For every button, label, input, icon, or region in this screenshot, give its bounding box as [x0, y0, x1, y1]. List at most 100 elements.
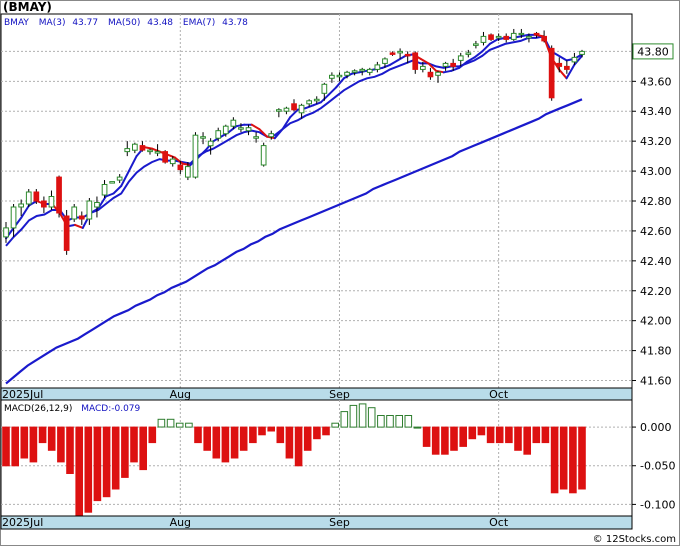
candle — [283, 106, 290, 115]
candle — [480, 31, 487, 46]
macd-bar-negative — [431, 426, 440, 455]
candlesticks — [3, 28, 585, 255]
candle-body-up — [473, 43, 479, 46]
macd-legend-line: MACD(26,12,9) MACD:-0.079 — [4, 404, 141, 414]
candle-body-down — [548, 47, 555, 99]
candle-body-down — [291, 103, 297, 111]
ma3-segment — [442, 69, 453, 74]
candle — [101, 180, 108, 199]
candle-body-up — [10, 206, 17, 229]
macd-bar-negative — [38, 426, 47, 444]
price-gridlines — [1, 14, 632, 388]
candle-body-down — [139, 145, 146, 151]
ma3-segment — [427, 62, 438, 72]
candle — [147, 148, 153, 155]
ma3-segment — [558, 68, 568, 80]
candle-body-down — [162, 151, 169, 163]
candle — [33, 189, 40, 204]
candle-body-up — [366, 68, 373, 73]
x-tick-label: Aug — [170, 516, 191, 529]
candle — [526, 33, 532, 43]
macd-x-axis-labels: 2025Jul Aug Sep Oct — [2, 516, 509, 529]
candle-body-up — [253, 136, 260, 139]
macd-bar-negative — [121, 426, 129, 478]
candle — [457, 52, 464, 67]
ma3-segment — [389, 59, 399, 66]
candle — [495, 33, 502, 41]
candle — [71, 203, 78, 222]
macd-bar-negative — [541, 426, 550, 444]
legend-ma50-label: MA(50) — [108, 18, 140, 28]
price-tick-label: 43.60 — [640, 75, 672, 88]
candle — [124, 141, 131, 157]
macd-bar-negative — [93, 426, 102, 502]
macd-bar-positive — [185, 422, 193, 428]
candle-body-up — [276, 109, 282, 112]
legend-ma50-value: 43.48 — [147, 18, 173, 28]
candle — [78, 211, 85, 225]
candle — [132, 142, 138, 154]
candle-body-down — [56, 176, 62, 214]
candle — [10, 203, 17, 237]
candle-body-up — [306, 100, 312, 105]
candle-body-up — [420, 65, 426, 70]
candle — [359, 67, 366, 76]
macd-bar-positive — [340, 411, 349, 428]
price-tick-label: 42.60 — [640, 225, 672, 238]
chart-title: (BMAY) — [3, 0, 52, 14]
candle-body-up — [329, 74, 335, 79]
x-tick-label: Oct — [489, 516, 509, 529]
candle — [435, 70, 441, 83]
candle-body-up — [397, 50, 403, 54]
macd-bar-negative — [57, 426, 65, 463]
macd-bar-negative — [495, 426, 504, 444]
candle-body-down — [177, 164, 184, 171]
candle-body-down — [488, 34, 494, 40]
price-tick-label: 41.80 — [640, 345, 672, 358]
candle-body-up — [109, 181, 116, 184]
candle-body-up — [215, 130, 222, 139]
candle — [41, 196, 47, 213]
candle — [321, 82, 328, 101]
candle-body-up — [313, 98, 320, 102]
macd-bar-negative — [230, 426, 239, 459]
candle-body-up — [260, 145, 267, 166]
macd-tick-label: 0.000 — [640, 421, 672, 434]
candle-body-down — [564, 65, 570, 70]
candle — [382, 57, 388, 68]
ma3-segment — [335, 77, 345, 89]
ma3-segment — [350, 71, 361, 75]
candle-body-up — [268, 133, 275, 138]
candle — [450, 58, 456, 71]
candle — [427, 67, 434, 80]
candle — [389, 51, 396, 56]
candle — [366, 67, 373, 76]
macd-bar-negative — [441, 426, 449, 455]
candle — [222, 124, 229, 137]
candle — [185, 162, 191, 181]
ma3-segment — [327, 86, 338, 96]
candle — [215, 127, 222, 142]
candle — [397, 48, 403, 59]
candle — [503, 33, 510, 43]
ma3-segment — [289, 108, 299, 119]
macd-bar-negative — [2, 426, 10, 467]
ma3-segment — [481, 42, 491, 53]
candle — [86, 198, 93, 225]
candle — [571, 52, 578, 65]
ma3-segment — [28, 200, 38, 207]
price-tick-label: 41.60 — [640, 375, 672, 388]
candle — [344, 70, 350, 79]
ma3-segment — [312, 101, 322, 107]
macd-bar-negative — [569, 426, 577, 494]
macd-bar-negative — [66, 426, 74, 475]
candle-body-up — [185, 166, 191, 178]
candle — [3, 221, 9, 243]
candle-body-up — [457, 55, 464, 61]
candle-body-up — [465, 52, 472, 55]
candle-body-up — [238, 127, 244, 130]
ma3-segment — [112, 185, 123, 195]
candle-body-up — [518, 32, 525, 36]
candle-body-up — [200, 136, 206, 139]
